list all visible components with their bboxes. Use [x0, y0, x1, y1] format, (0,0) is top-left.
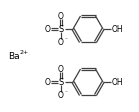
Text: OH: OH — [112, 78, 124, 86]
Text: O: O — [58, 12, 64, 20]
Text: O: O — [58, 38, 64, 46]
Text: O: O — [45, 78, 50, 86]
Text: Ba: Ba — [8, 52, 20, 60]
Text: S: S — [58, 78, 64, 86]
Text: ⁻: ⁻ — [64, 92, 67, 97]
Text: S: S — [58, 25, 64, 33]
Text: O: O — [58, 65, 64, 73]
Text: O: O — [45, 25, 50, 33]
Text: 2+: 2+ — [20, 50, 29, 55]
Text: O: O — [58, 90, 64, 99]
Text: ⁻: ⁻ — [64, 39, 67, 43]
Text: OH: OH — [112, 25, 124, 33]
